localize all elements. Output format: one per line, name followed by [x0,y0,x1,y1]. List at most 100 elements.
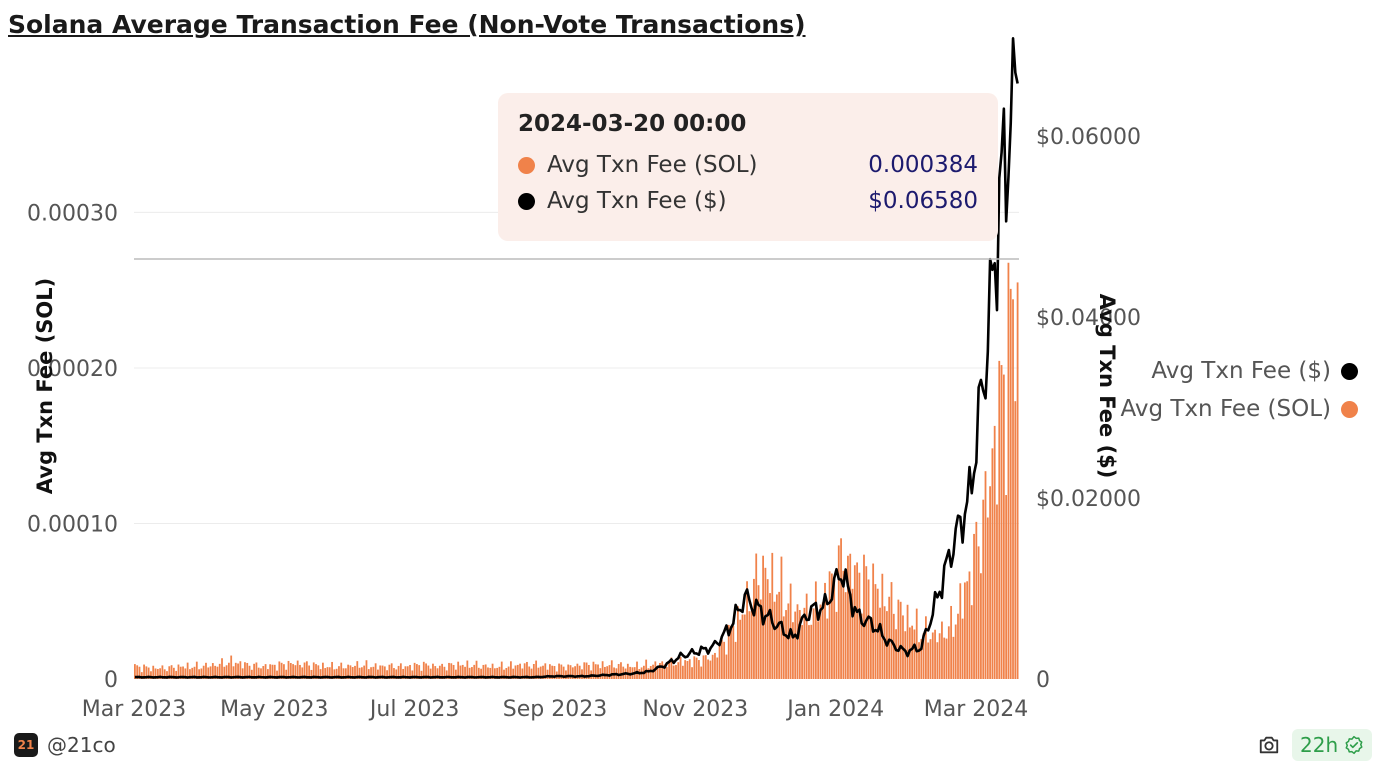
sol-bar [526,661,528,679]
footer-brand[interactable]: 21 @21co [14,733,116,757]
sol-bar [897,599,900,679]
sol-bar [592,661,595,679]
sol-bar [913,629,916,679]
sol-bar [454,669,457,679]
sol-bar [319,669,322,679]
page-title[interactable]: Solana Average Transaction Fee (Non-Vote… [8,10,806,39]
sol-bar [858,572,861,679]
sol-bar [344,668,347,679]
sol-bar [507,666,510,679]
sol-bar [808,625,810,679]
sol-bar [626,663,629,679]
sol-bar [587,664,590,679]
chart-tooltip: 2024-03-20 00:00 Avg Txn Fee (SOL) 0.000… [498,93,998,241]
right-tick-label: 0 [1036,668,1050,693]
sol-bar [234,662,237,679]
sol-bar [544,663,547,679]
sol-bar [569,665,572,679]
sol-bar [232,666,235,679]
sol-bar [604,666,606,679]
sol-bar [766,579,769,679]
x-tick-label: Sep 2023 [503,697,607,722]
legend-item-usd[interactable]: Avg Txn Fee ($) [1120,352,1358,390]
sol-bar [269,664,272,679]
sol-bar [922,633,925,679]
sol-bar [459,665,462,679]
sol-bar [218,663,221,679]
sol-bar [629,666,632,679]
right-axis-ticks: 0 $0.02000 $0.04000 $0.06000 [1036,125,1141,693]
sol-bar [840,538,842,679]
sol-bar [500,661,503,679]
left-axis-title: Avg Txn Fee (SOL) [33,278,57,495]
x-tick-label: Nov 2023 [642,697,748,722]
sol-bar [725,654,728,679]
brand-handle[interactable]: @21co [47,733,116,757]
sol-bar [617,663,620,679]
sol-bar [764,567,767,679]
sol-bar [911,625,914,679]
sol-bar [445,670,448,679]
sol-bar [597,664,599,679]
sol-bar [934,629,936,679]
sol-bar [156,668,159,679]
sol-bar [814,581,817,679]
sol-bar [172,667,175,679]
sol-bar [856,562,859,679]
usd-fee-line [134,37,1019,679]
sol-bar [244,662,246,679]
sol-bar [239,661,242,679]
sol-bar [645,659,648,679]
sol-bar [1005,495,1008,679]
sol-bar [328,667,331,679]
sol-bar [663,664,666,679]
sol-bar [195,661,198,679]
tooltip-label-sol: Avg Txn Fee (SOL) [547,152,758,178]
sol-bar [471,667,473,679]
sol-bar [248,665,251,679]
sol-bar [966,581,969,679]
sol-bar [817,621,820,679]
sol-bar [209,666,212,679]
sol-bar [947,626,950,679]
sol-bar [996,504,998,679]
sol-bar [276,670,278,679]
sol-bar [608,665,611,679]
sol-bar [709,660,712,679]
sol-bar [521,668,524,679]
sol-bar [450,663,453,679]
check-badge-icon [1345,735,1363,755]
sol-bar [950,605,953,679]
sol-bar [1012,299,1014,679]
sol-bar [732,625,735,679]
sol-bar [477,667,480,679]
sol-bar [723,641,726,679]
sol-bar [810,624,813,679]
sol-bar [954,624,957,679]
sol-bar [363,665,366,679]
sol-bar [136,665,139,679]
legend-item-sol[interactable]: Avg Txn Fee (SOL) [1120,390,1358,428]
sol-bar [340,662,343,679]
sol-bar [154,668,157,679]
freshness-badge[interactable]: 22h [1292,729,1373,761]
sol-bar [475,660,478,679]
sol-bar [879,607,881,679]
sol-bar [693,656,696,679]
legend-dot-usd-icon [1341,362,1358,380]
sol-bar [819,604,822,679]
sol-bar [347,664,350,679]
camera-icon[interactable] [1258,734,1280,756]
sol-bar [367,669,370,679]
sol-bar [927,642,930,679]
sol-bar [1009,288,1012,679]
sol-bar [574,666,576,679]
sol-bar [1007,262,1010,679]
sol-bar [510,661,512,679]
right-tick-label: $0.04000 [1036,306,1141,331]
sol-bar [530,668,533,679]
sol-bar [698,660,700,679]
sol-bar [214,665,217,679]
sol-bar [266,669,269,679]
